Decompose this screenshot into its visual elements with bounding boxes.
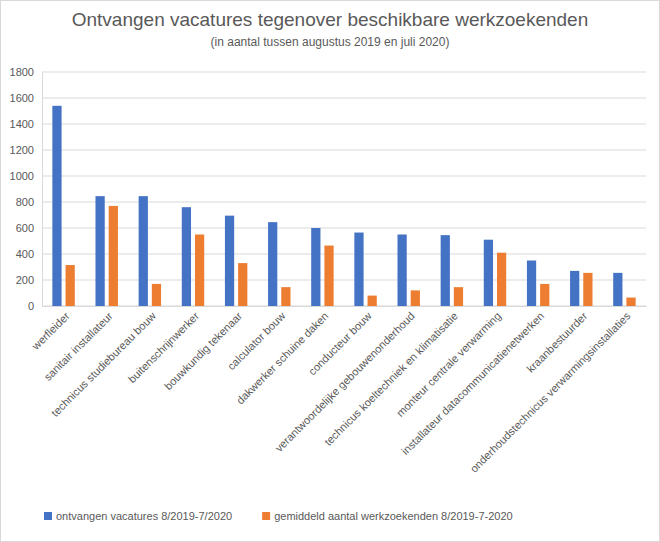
series xyxy=(52,106,622,306)
bar xyxy=(397,235,406,307)
y-axis-line xyxy=(42,73,43,307)
bar xyxy=(52,106,61,306)
bar xyxy=(613,273,622,306)
bar xyxy=(527,261,536,307)
x-tick-label: werfleider xyxy=(29,309,72,352)
y-tick-label: 1800 xyxy=(10,66,34,78)
y-tick-label: 400 xyxy=(16,248,34,260)
legend-swatch xyxy=(262,512,270,520)
x-tick: werfleider xyxy=(29,306,72,353)
series xyxy=(66,206,636,306)
bar xyxy=(354,233,363,306)
bar xyxy=(324,246,333,306)
bar xyxy=(66,265,75,306)
bar xyxy=(109,206,118,306)
bar xyxy=(454,287,463,306)
y-tick: 600 xyxy=(16,222,42,234)
y-tick: 0 xyxy=(28,300,42,312)
bar xyxy=(268,222,277,306)
x-tick-label: buitenschrijnwerker xyxy=(126,309,202,385)
legend-label: ontvangen vacatures 8/2019-7/2020 xyxy=(56,510,232,522)
bar xyxy=(570,271,579,306)
grid xyxy=(42,72,646,306)
bar xyxy=(626,298,635,306)
x-tick: buitenschrijnwerker xyxy=(126,306,202,385)
y-tick: 1600 xyxy=(10,92,42,104)
y-tick-label: 800 xyxy=(16,196,34,208)
grid-line xyxy=(42,98,646,99)
bar xyxy=(540,284,549,306)
chart: Ontvangen vacatures tegenover beschikbar… xyxy=(0,0,660,542)
bar xyxy=(583,273,592,306)
y-tick: 800 xyxy=(16,196,42,208)
grid-line xyxy=(42,306,646,307)
y-tick-label: 0 xyxy=(28,300,34,312)
subtitle: (in aantal tussen augustus 2019 en juli … xyxy=(211,35,450,49)
y-tick-label: 1200 xyxy=(10,144,34,156)
grid-line xyxy=(42,228,646,229)
bar xyxy=(311,228,320,306)
x-tick: dakwerker schuine daken xyxy=(234,306,331,406)
grid-line xyxy=(42,280,646,281)
grid-line xyxy=(42,254,646,255)
y-tick-label: 1000 xyxy=(10,170,34,182)
y-tick-label: 1400 xyxy=(10,118,34,130)
y-tick: 1800 xyxy=(10,66,42,78)
bar xyxy=(368,296,377,306)
x-axis-line xyxy=(43,306,647,307)
bars xyxy=(52,106,635,306)
grid-line xyxy=(42,72,646,73)
x-tick-label: installateur datacommunicatienetwerken xyxy=(399,310,546,457)
x-tick: installateur datacommunicatienetwerken xyxy=(399,306,546,457)
chart-border xyxy=(1,1,660,542)
plot: 0 200 400 600 800 1000 1200 1400 1600 1800 werflei… xyxy=(10,66,647,475)
bar xyxy=(95,196,104,306)
legend-item: gemiddeld aantal werkzoekenden 8/2019-7-… xyxy=(262,510,513,522)
y-tick: 200 xyxy=(16,274,42,286)
y-tick: 400 xyxy=(16,248,42,260)
grid-line xyxy=(42,150,646,151)
legend: ontvangen vacatures 8/2019-7/2020 gemidde… xyxy=(44,510,513,522)
grid-line xyxy=(42,124,646,125)
bar xyxy=(139,196,148,306)
x-axis: werfleidersanitair installateurtechnicus… xyxy=(29,306,647,475)
bar xyxy=(281,287,290,306)
y-axis: 0 200 400 600 800 1000 1200 1400 1600 1800 xyxy=(10,66,43,312)
y-tick-label: 200 xyxy=(16,274,34,286)
legend-label: gemiddeld aantal werkzoekenden 8/2019-7-… xyxy=(274,510,513,522)
y-tick-label: 1600 xyxy=(10,92,34,104)
bar xyxy=(238,263,247,306)
bar xyxy=(411,290,420,306)
legend-swatch xyxy=(44,512,52,520)
x-tick-label: bouwkundig tekenaar xyxy=(162,309,245,392)
grid-line xyxy=(42,176,646,177)
legend-item: ontvangen vacatures 8/2019-7/2020 xyxy=(44,510,232,522)
y-tick: 1400 xyxy=(10,118,42,130)
bar xyxy=(195,235,204,307)
bar xyxy=(441,235,450,306)
x-tick: bouwkundig tekenaar xyxy=(162,306,245,392)
bar xyxy=(225,216,234,306)
bar xyxy=(497,253,506,306)
y-tick: 1000 xyxy=(10,170,42,182)
bar xyxy=(484,240,493,306)
bar xyxy=(182,207,191,306)
grid-line xyxy=(42,202,646,203)
x-tick-label: onderhoudstechnicus verwarmingsinstallat… xyxy=(468,309,633,474)
y-tick-label: 600 xyxy=(16,222,34,234)
y-tick: 1200 xyxy=(10,144,42,156)
title: Ontvangen vacatures tegenover beschikbar… xyxy=(72,9,589,30)
bar xyxy=(152,284,161,306)
x-tick: onderhoudstechnicus verwarmingsinstallat… xyxy=(468,306,633,475)
